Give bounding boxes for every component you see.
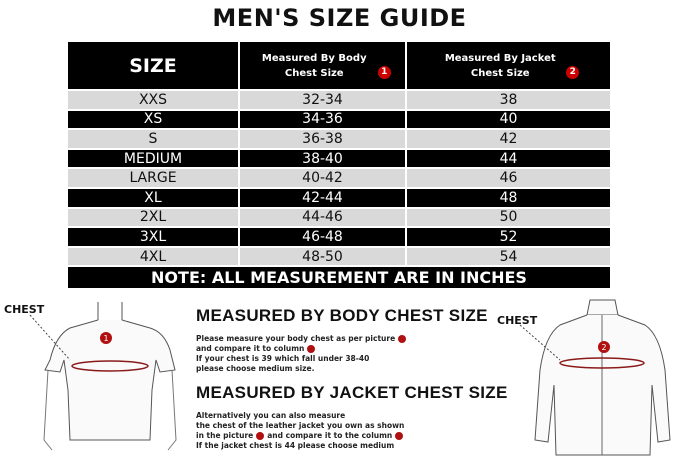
cell-body: 34-36 (238, 108, 407, 131)
page-title: MEN'S SIZE GUIDE (212, 4, 467, 32)
header-size: SIZE (66, 40, 240, 91)
header-body-label: Measured By Body Chest Size (261, 52, 367, 79)
badge-icon (395, 432, 404, 440)
body-line-2: and compare it to column (196, 344, 305, 353)
table-row: XXS 32-34 38 (66, 89, 612, 111)
table-row: S 36-38 42 (66, 128, 612, 150)
cell-jacket: 50 (405, 206, 612, 229)
badge-icon (398, 335, 407, 343)
header-body-chest: Measured By Body Chest Size 1 (238, 40, 407, 91)
cell-body: 32-34 (238, 89, 407, 111)
header-jacket-label: Measured By Jacket Chest Size (444, 52, 556, 79)
badge-1-figure (100, 332, 112, 344)
cell-jacket: 42 (405, 128, 612, 150)
cell-jacket: 38 (405, 89, 612, 111)
body-line-4: please choose medium size. (196, 364, 315, 373)
jacket-line-3a: in the picture (196, 431, 254, 440)
badge-2-figure (598, 341, 610, 353)
jacket-section-text: Alternatively you can also measure the c… (196, 411, 404, 451)
badge-2-text: 2 (601, 343, 606, 352)
cell-size: 3XL (66, 226, 240, 248)
jacket-line-3b: and compare it to the column (267, 431, 393, 440)
cell-jacket: 44 (405, 147, 612, 170)
jacket-line-4: If the jacket chest is 44 please choose … (196, 441, 395, 450)
body-line-3: If your chest is 39 which fall under 38-… (196, 354, 370, 363)
cell-size: XS (66, 108, 240, 131)
table-row: XS 34-36 40 (66, 108, 612, 131)
body-section-text: Please measure your body chest as per pi… (196, 334, 407, 374)
cell-jacket: 54 (405, 245, 612, 268)
body-line-1: Please measure your body chest as per pi… (196, 334, 396, 343)
jacket-line-1: Alternatively you can also measure (196, 411, 346, 420)
table-row: MEDIUM 38-40 44 (66, 147, 612, 170)
table-row: LARGE 40-42 46 (66, 167, 612, 189)
cell-body: 40-42 (238, 167, 407, 189)
badge-icon (307, 345, 316, 353)
table-row: XL 42-44 48 (66, 186, 612, 209)
jacket-section-heading: MEASURED BY JACKET CHEST SIZE (196, 383, 508, 402)
badge-2: 2 (566, 66, 580, 79)
body-chest-label: CHEST (4, 303, 45, 316)
cell-body: 48-50 (238, 245, 407, 268)
cell-body: 44-46 (238, 206, 407, 229)
badge-icon (256, 432, 265, 440)
cell-jacket: 52 (405, 226, 612, 248)
table-row: 2XL 44-46 50 (66, 206, 612, 229)
cell-size: LARGE (66, 167, 240, 189)
table-row: 4XL 48-50 54 (66, 245, 612, 268)
cell-jacket: 48 (405, 186, 612, 209)
cell-body: 42-44 (238, 186, 407, 209)
cell-body: 46-48 (238, 226, 407, 248)
jacket-line-2: the chest of the leather jacket you own … (196, 421, 405, 430)
cell-size: S (66, 128, 240, 150)
jacket-figure-illustration: 2 (519, 299, 671, 456)
cell-size: XXS (66, 89, 240, 111)
cell-size: MEDIUM (66, 147, 240, 170)
note: NOTE: ALL MEASUREMENT ARE IN INCHES (66, 265, 612, 291)
badge-1-text: 1 (103, 334, 108, 343)
cell-body: 38-40 (238, 147, 407, 170)
body-figure-illustration: 1 (29, 302, 177, 451)
table-header: SIZE Measured By Body Chest Size 1 Measu… (66, 40, 612, 91)
table-row: 3XL 46-48 52 (66, 226, 612, 248)
header-jacket-chest: Measured By Jacket Chest Size 2 (405, 40, 612, 91)
badge-1: 1 (377, 66, 391, 79)
cell-size: XL (66, 186, 240, 209)
cell-body: 36-38 (238, 128, 407, 150)
size-table: SIZE Measured By Body Chest Size 1 Measu… (66, 40, 612, 291)
body-section-heading: MEASURED BY BODY CHEST SIZE (196, 306, 488, 325)
cell-size: 4XL (66, 245, 240, 268)
jacket-chest-label: CHEST (497, 314, 538, 327)
cell-jacket: 46 (405, 167, 612, 189)
cell-jacket: 40 (405, 108, 612, 131)
cell-size: 2XL (66, 206, 240, 229)
